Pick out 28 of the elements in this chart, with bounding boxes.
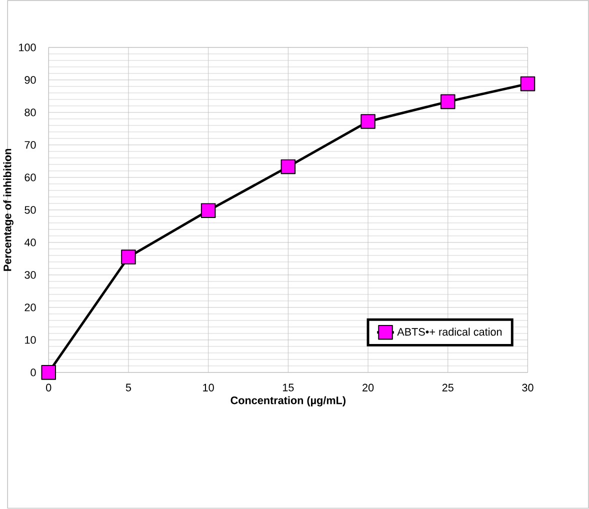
y-tick-label: 60 — [24, 174, 36, 182]
y-tick-label: 80 — [24, 108, 36, 116]
y-tick-label: 40 — [24, 238, 36, 246]
x-tick-label: 0 — [46, 384, 52, 392]
point — [200, 203, 216, 218]
x-tick-label: 25 — [442, 384, 454, 392]
x-tick-label: 30 — [522, 384, 534, 392]
y-tick-label: 30 — [24, 271, 36, 279]
x-tick-label: 15 — [282, 384, 294, 392]
x-tick-label: 10 — [203, 384, 214, 392]
y-axis-title: Percentage of inhibition — [3, 149, 14, 271]
x-axis-title: Concentration (µg/mL) — [230, 396, 346, 406]
point — [440, 94, 456, 110]
x-tick-label: 5 — [126, 384, 132, 392]
y-tick-label: 100 — [19, 44, 36, 52]
y-tick-label: 50 — [24, 206, 36, 214]
point — [121, 250, 136, 265]
point — [360, 114, 376, 130]
point — [520, 76, 536, 92]
y-tick-label: 0 — [30, 368, 36, 376]
point — [280, 159, 296, 174]
point — [41, 365, 56, 380]
x-tick-label: 20 — [362, 384, 374, 392]
legend-label: ABTS•+ radical cation — [397, 328, 502, 336]
y-tick-label: 20 — [24, 304, 36, 312]
y-tick-label: 90 — [24, 76, 36, 84]
y-tick-label: 10 — [25, 336, 36, 344]
y-tick-label: 70 — [24, 141, 36, 149]
